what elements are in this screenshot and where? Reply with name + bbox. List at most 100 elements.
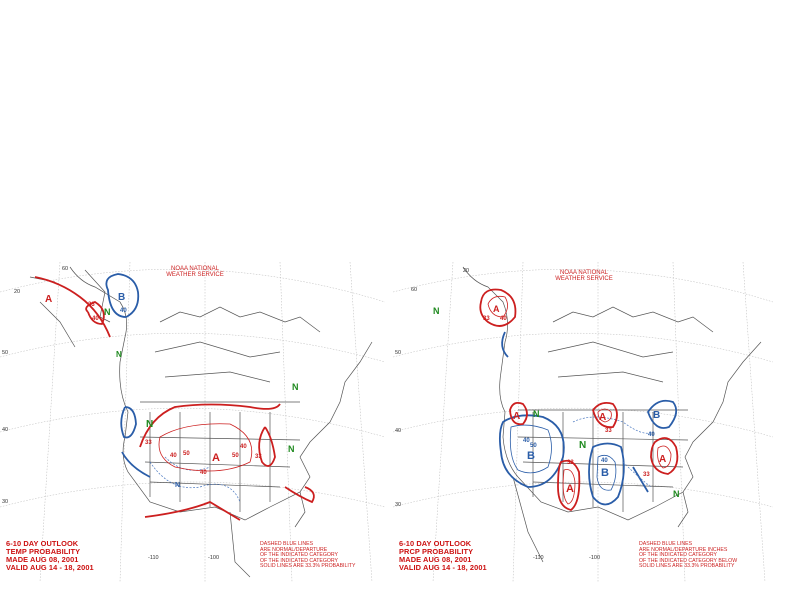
label-40-alaska: 40 [92, 316, 99, 322]
lat-label: 30 [2, 499, 9, 505]
lat-label: 60 [411, 287, 418, 293]
label-50-west: 50 [530, 443, 537, 449]
lat-label: 50 [395, 350, 402, 356]
label-33-se: 33 [643, 472, 650, 478]
label-a-southeast: A [659, 454, 666, 465]
temp-map-header: NOAA NATIONAL WEATHER SERVICE [150, 266, 240, 278]
lat-label: 40 [395, 428, 402, 434]
map-borders [29, 266, 373, 578]
caption-line: MADE AUG 08, 2001 [6, 555, 79, 564]
label-n-alaska: N [433, 306, 440, 316]
legend-line: DASHED BLUE LINES [639, 541, 693, 548]
label-n-east: N [292, 382, 299, 392]
label-33-southeast: 33 [255, 454, 262, 460]
lat-label: 50 [2, 350, 9, 356]
lat-label: 20 [463, 268, 470, 274]
label-a-alaska: A [45, 294, 52, 305]
label-40-yukon: 40 [120, 308, 127, 314]
header-line: NOAA NATIONAL [171, 266, 219, 272]
precipitation-outlook-map: N A 33 40 A N B A N A B B A N 40 50 33 4… [393, 262, 773, 582]
caption-line: PRCP PROBABILITY [399, 547, 474, 556]
graticule [393, 262, 773, 582]
legend-line: OF THE INDICATED CATEGORY [260, 552, 339, 559]
region-labels: A B N N N N N N A 33 40 40 33 40 50 40 3… [45, 292, 299, 489]
caption-line: VALID AUG 14 - 18, 2001 [6, 563, 94, 572]
map-borders [462, 266, 762, 563]
lon-label: -110 [533, 555, 544, 561]
label-a-northwest: A [513, 411, 520, 422]
label-b-yukon: B [118, 292, 125, 303]
precip-outlook-caption: 6-10 DAY OUTLOOK PRCP PROBABILITY MADE A… [399, 540, 487, 572]
lat-label: 20 [14, 289, 21, 295]
below-normal-contours [498, 331, 678, 506]
above-normal-inner-contours [487, 295, 672, 505]
lat-label: 30 [395, 502, 402, 508]
label-n-pacific: N [146, 419, 153, 430]
label-40-east: 40 [601, 458, 608, 464]
legend-line: DASHED BLUE LINES [260, 541, 314, 548]
label-a-central: A [212, 452, 220, 464]
region-labels: N A 33 40 A N B A N A B B A N 40 50 33 4… [433, 304, 680, 499]
below-normal-inner-contours [509, 424, 617, 491]
legend-line: SOLID LINES ARE 33.3% PROBABILITY [639, 563, 735, 570]
label-b-east: B [653, 410, 660, 421]
caption-line: 6-10 DAY OUTLOOK [399, 539, 472, 548]
label-33-south: 33 [567, 460, 574, 466]
legend-line: ARE NORMAL/DEPARTURE [260, 546, 328, 553]
temperature-map-graphic: A B N N N N N N A 33 40 40 33 40 50 40 3… [0, 262, 385, 582]
header-line: WEATHER SERVICE [555, 276, 613, 282]
temperature-outlook-map: A B N N N N N N A 33 40 40 33 40 50 40 3… [0, 262, 385, 582]
caption-line: TEMP PROBABILITY [6, 547, 81, 556]
label-33-north: 33 [605, 428, 612, 434]
dashed-blue-lines [572, 416, 654, 488]
legend-line: OF THE INDICATED CATEGORY [260, 557, 339, 564]
label-40-center: 40 [170, 453, 177, 459]
header-line: WEATHER SERVICE [166, 272, 224, 278]
label-b-west: B [527, 450, 535, 462]
label-40-alaska: 40 [500, 316, 507, 322]
above-normal-contours [479, 288, 679, 511]
above-normal-inner-contours [158, 423, 253, 472]
label-a-central: A [566, 483, 574, 495]
precipitation-map-graphic: N A 33 40 A N B A N A B B A N 40 50 33 4… [393, 262, 773, 582]
below-normal-contours [105, 273, 151, 478]
temp-legend: DASHED BLUE LINES ARE NORMAL/DEPARTURE O… [260, 541, 356, 570]
lon-label: -110 [148, 555, 159, 561]
label-a-alaska: A [493, 304, 500, 314]
label-n-southeast: N [673, 489, 680, 499]
label-40-east: 40 [240, 444, 247, 450]
label-n-center: N [579, 440, 586, 451]
label-40-west: 40 [523, 438, 530, 444]
label-n-north: N [533, 409, 540, 419]
label-40-south: 40 [200, 470, 207, 476]
label-50-center: 50 [183, 451, 190, 457]
graticule [0, 262, 385, 582]
label-n-yukon: N [104, 307, 111, 317]
caption-line: 6-10 DAY OUTLOOK [6, 539, 79, 548]
legend-line: SOLID LINES ARE 33.3% PROBABILITY [260, 563, 356, 570]
label-33-east: 33 [145, 440, 152, 446]
caption-line: VALID AUG 14 - 18, 2001 [399, 563, 487, 572]
label-b-south: B [601, 467, 609, 479]
label-a-north: A [599, 412, 606, 423]
legend-line: OF THE INDICATED CATEGORY BELOW [639, 557, 738, 564]
label-33-alaska: 33 [483, 316, 490, 322]
legend-line: OF THE INDICATED CATEGORY [639, 552, 718, 559]
precip-map-header: NOAA NATIONAL WEATHER SERVICE [539, 270, 629, 282]
lon-label: -100 [589, 555, 601, 561]
label-n-south: N [175, 482, 180, 489]
temp-outlook-caption: 6-10 DAY OUTLOOK TEMP PROBABILITY MADE A… [6, 540, 94, 572]
lat-label: 40 [2, 427, 9, 433]
above-normal-contours [34, 276, 315, 521]
caption-line: MADE AUG 08, 2001 [399, 555, 472, 564]
lat-label: 60 [62, 266, 69, 272]
legend-line: ARE NORMAL/DEPARTURE INCHES [639, 546, 728, 553]
header-line: NOAA NATIONAL [560, 270, 608, 276]
lon-label: -100 [208, 555, 220, 561]
label-50-east: 50 [232, 453, 239, 459]
label-33-alaska: 33 [88, 302, 95, 308]
label-n-central: N [288, 444, 295, 454]
label-40-ne: 40 [648, 432, 655, 438]
label-n-canada: N [116, 350, 122, 359]
precip-legend: DASHED BLUE LINES ARE NORMAL/DEPARTURE I… [639, 541, 738, 570]
